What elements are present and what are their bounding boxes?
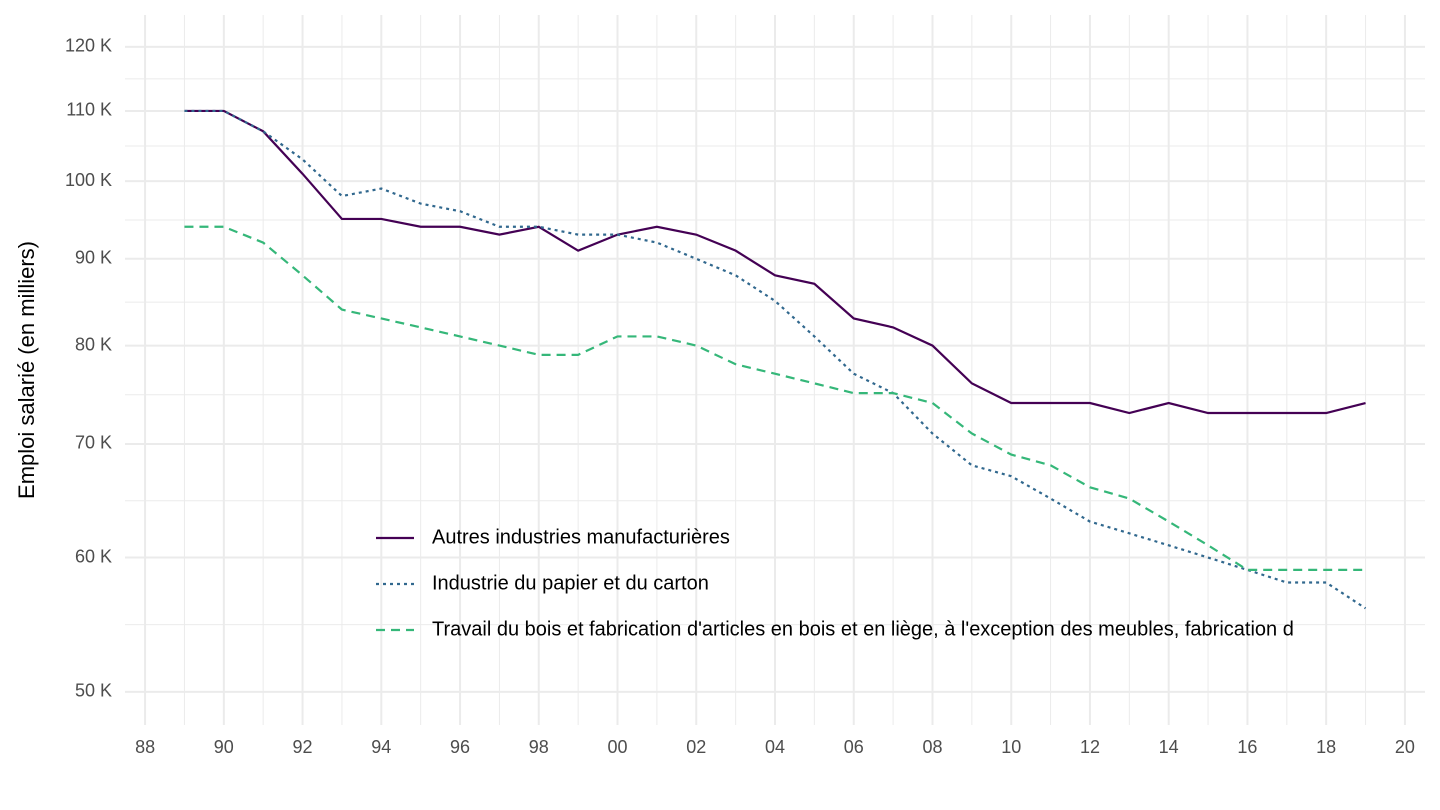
y-tick-label: 80 K <box>75 334 112 354</box>
x-tick-label: 18 <box>1316 737 1336 757</box>
legend-label: Industrie du papier et du carton <box>432 572 709 594</box>
x-tick-label: 10 <box>1001 737 1021 757</box>
x-tick-label: 96 <box>450 737 470 757</box>
x-tick-label: 02 <box>686 737 706 757</box>
legend-label: Travail du bois et fabrication d'article… <box>432 618 1294 640</box>
y-tick-label: 100 K <box>65 170 112 190</box>
y-tick-label: 120 K <box>65 36 112 56</box>
x-tick-label: 20 <box>1395 737 1415 757</box>
x-tick-label: 92 <box>293 737 313 757</box>
x-tick-label: 16 <box>1237 737 1257 757</box>
line-series <box>184 109 1366 415</box>
legend-label: Autres industries manufacturières <box>432 526 730 548</box>
x-tick-label: 94 <box>371 737 391 757</box>
line-series <box>184 225 1366 572</box>
y-tick-label: 110 K <box>66 100 112 120</box>
y-tick-label: 70 K <box>75 433 112 453</box>
x-tick-label: 90 <box>214 737 234 757</box>
x-tick-label: 04 <box>765 737 785 757</box>
x-tick-label: 00 <box>608 737 628 757</box>
y-tick-label: 50 K <box>75 681 112 701</box>
y-tick-label: 90 K <box>75 248 112 268</box>
x-tick-label: 12 <box>1080 737 1100 757</box>
y-axis-title: Emploi salarié (en milliers) <box>14 241 39 499</box>
x-tick-label: 06 <box>844 737 864 757</box>
x-tick-label: 08 <box>922 737 942 757</box>
line-series <box>184 109 1367 610</box>
x-tick-label: 14 <box>1159 737 1179 757</box>
y-tick-label: 60 K <box>75 546 112 566</box>
x-tick-label: 98 <box>529 737 549 757</box>
x-tick-label: 88 <box>135 737 155 757</box>
